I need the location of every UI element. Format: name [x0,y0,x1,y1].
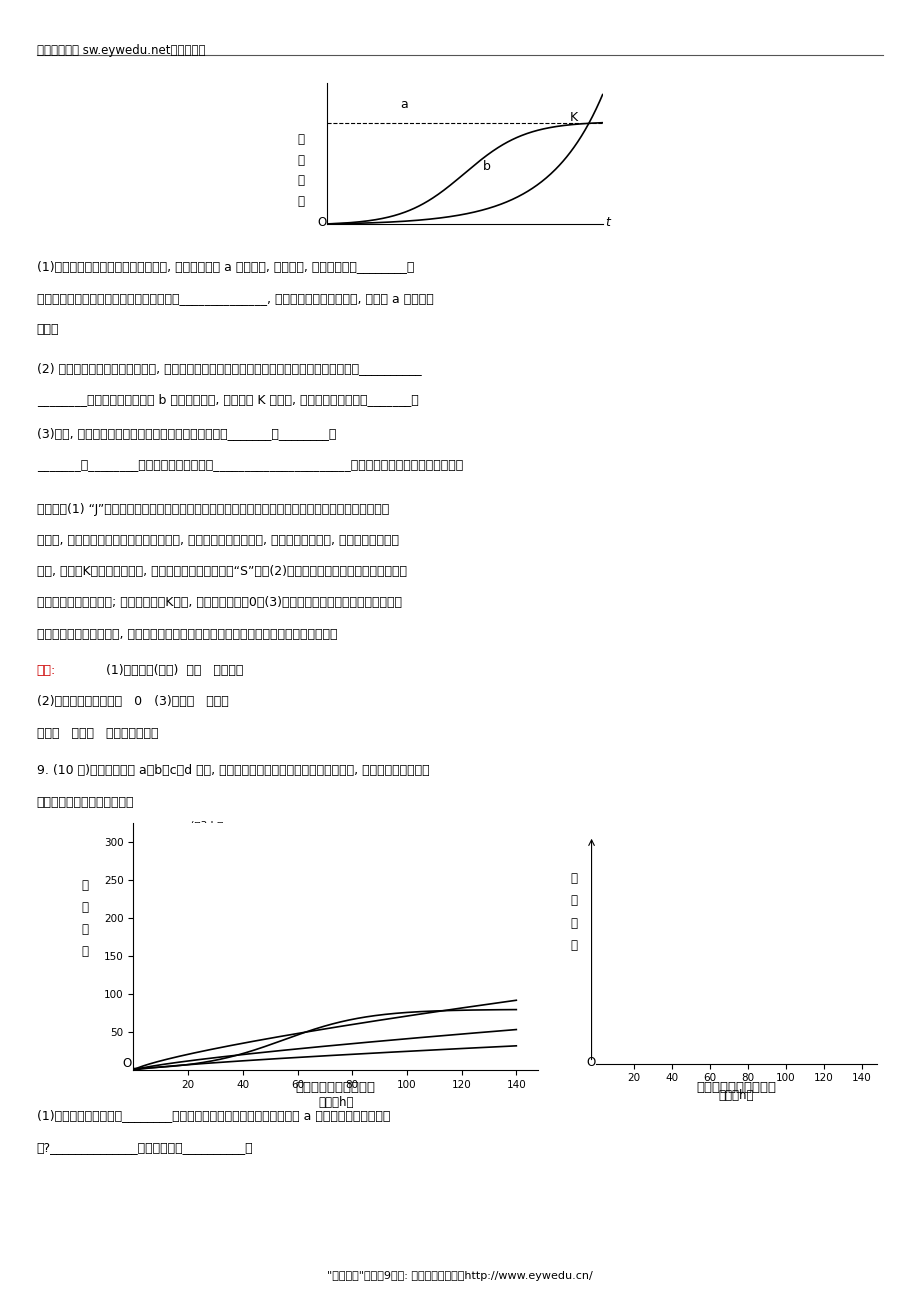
Text: 率: 率 [570,939,577,952]
Text: b(每12 h换
   一次培养液): b(每12 h换 一次培养液) [331,837,377,927]
Text: 增长。: 增长。 [37,323,59,336]
Text: 所示。请据图回答下列问题。: 所示。请据图回答下列问题。 [37,796,134,809]
Text: 数: 数 [81,945,88,958]
Text: a(每3 h换
一次培养液): a(每3 h换 一次培养液) [184,820,281,905]
Text: 增加, 而是在K值附近上下波动, 此时种群的增长曲线呈现“S”型。(2)种群数量的变化还会受光照、温度、: 增加, 而是在K值附近上下波动, 此时种群的增长曲线呈现“S”型。(2)种群数量… [37,565,406,578]
Text: O: O [585,1056,595,1069]
Text: ________的影响。种群数量按 b 曲线方式增长, 最多达到 K 值为止, 此时种群增长速率为_______。: ________的影响。种群数量按 b 曲线方式增长, 最多达到 K 值为止, … [37,393,418,406]
Text: O: O [122,1057,131,1070]
Text: 都是有限的。种群达到一定数量后势必加剧______________, 使种群数量增长受到影响, 不能按 a 曲线方式: 都是有限的。种群达到一定数量后势必加剧______________, 使种群数量… [37,292,433,305]
Text: 水分等环境因素的影响; 种群数量达到K值时, 种群增长速率为0。(3)出生率和死亡率、迁入率和迁出率是: 水分等环境因素的影响; 种群数量达到K值时, 种群增长速率为0。(3)出生率和死… [37,596,402,609]
Text: 数: 数 [297,174,304,187]
Text: 生物备课大师 sw.eywedu.net【全免费】: 生物备课大师 sw.eywedu.net【全免费】 [37,44,205,57]
Text: (1)该实验实际上是研究________对酵母菌种群数量增长的影响。请分析 a 组能否沿此趋势无限延: (1)该实验实际上是研究________对酵母菌种群数量增长的影响。请分析 a … [37,1109,390,1122]
Text: (1)如果种群生活在一个理想的环境中, 种群数量是按 a 曲线增长, 但实际上, 在自然环境中________和: (1)如果种群生活在一个理想的环境中, 种群数量是按 a 曲线增长, 但实际上,… [37,260,414,273]
Text: 【解析】(1) “J”型曲线是在食物和空间条件充裕、气候适宜、没有敌害等理想条件下形成的，而在自然: 【解析】(1) “J”型曲线是在食物和空间条件充裕、气候适宜、没有敌害等理想条件… [37,503,389,516]
Text: 母: 母 [81,901,88,914]
Text: t: t [604,216,609,229]
Text: (1)生活资源(食物)  空间   种内斗争: (1)生活资源(食物) 空间 种内斗争 [106,664,243,677]
Text: 答案:: 答案: [37,664,56,677]
Text: 群: 群 [297,154,304,167]
Text: O: O [317,216,326,229]
Text: 影响种群数量的直接因素, 年龄组成可以通过影响出生率和死亡率而间接地影响种群数量。: 影响种群数量的直接因素, 年龄组成可以通过影响出生率和死亡率而间接地影响种群数量… [37,628,337,641]
X-axis label: 时间（h）: 时间（h） [718,1088,754,1101]
Text: c(每24 h换
   一次培养液): c(每24 h换 一次培养液) [404,872,449,949]
Text: 增: 增 [570,872,577,885]
Text: "备课大师"全科【9门】: 免注册，不收费！http://www.eywedu.cn/: "备课大师"全科【9门】: 免注册，不收费！http://www.eywedu.… [327,1271,592,1281]
Text: K: K [569,111,577,124]
X-axis label: 时间（h）: 时间（h） [318,1095,353,1108]
Text: 速: 速 [570,917,577,930]
Text: 酵母菌种群的增长曲线: 酵母菌种群的增长曲线 [696,1081,775,1094]
Text: 环境下, 空间、食物等其他条件都是有限的, 当种群达到一定数量后, 必定加剧种内斗争, 种群数量不会继续: 环境下, 空间、食物等其他条件都是有限的, 当种群达到一定数量后, 必定加剧种内… [37,534,398,547]
Text: (2)阳光、温度、水分等   0   (3)出生率   死亡率: (2)阳光、温度、水分等 0 (3)出生率 死亡率 [37,695,228,708]
Text: 酵母菌种群增长的曲线: 酵母菌种群增长的曲线 [296,1081,375,1094]
Text: d(不换
培养液): d(不换 培养液) [349,950,404,1012]
Text: (3)此外, 还有直接影响种群兴衰的两对变量是该种群的_______和________、: (3)此外, 还有直接影响种群兴衰的两对变量是该种群的_______和_____… [37,427,335,440]
Text: b: b [482,160,490,173]
Text: _______和________。年龄组成是通过影响______________________而间接对种群动态变化起作用的。: _______和________。年龄组成是通过影响______________… [37,458,462,471]
Text: 酵: 酵 [81,879,88,892]
Text: 伸?______________。简述原因是__________。: 伸?______________。简述原因是__________。 [37,1141,253,1154]
Text: (2) 在一定环境中，除上述影响外, 种群数量还受其他环境因素的限制。如无机环境方面主要是__________: (2) 在一定环境中，除上述影响外, 种群数量还受其他环境因素的限制。如无机环境… [37,362,421,375]
Text: 量: 量 [297,195,304,208]
Text: 9. (10 分)将酵母菌分为 a、b、c、d 四组, 在相同容积的培养瓶中用不同的方式培养, 其种群增长曲线如图: 9. (10 分)将酵母菌分为 a、b、c、d 四组, 在相同容积的培养瓶中用不… [37,764,429,777]
Text: 菌: 菌 [81,923,88,936]
Text: 长: 长 [570,894,577,907]
Text: 种: 种 [297,133,304,146]
Text: a: a [400,99,407,112]
Text: 迁入率   迁出率   出生率和死亡率: 迁入率 迁出率 出生率和死亡率 [37,727,158,740]
